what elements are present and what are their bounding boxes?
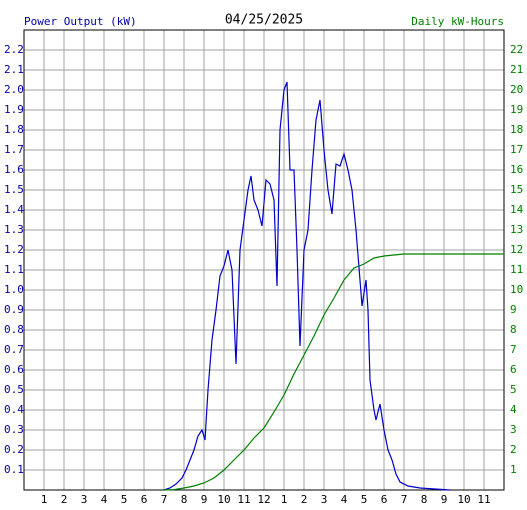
x-tick-label: 6: [381, 493, 388, 506]
series-line: [163, 253, 504, 491]
y-tick-label: 1.1: [4, 263, 24, 276]
x-tick-label: 3: [321, 493, 328, 506]
x-tick-label: 3: [81, 493, 88, 506]
y2-tick-label: 2: [510, 443, 517, 456]
y2-tick-label: 20: [510, 83, 523, 96]
y2-tick-label: 5: [510, 383, 517, 396]
y2-tick-label: 9: [510, 303, 517, 316]
y2-tick-label: 10: [510, 283, 523, 296]
y2-tick-label: 18: [510, 123, 523, 136]
y-tick-label: 1.2: [4, 243, 24, 256]
y2-tick-label: 4: [510, 403, 517, 416]
y2-tick-label: 11: [510, 263, 523, 276]
y2-tick-label: 22: [510, 43, 523, 56]
y-tick-label: 1.0: [4, 283, 24, 296]
y-tick-label: 1.3: [4, 223, 24, 236]
x-tick-label: 10: [217, 493, 230, 506]
x-tick-label: 1: [281, 493, 288, 506]
x-tick-label: 11: [477, 493, 490, 506]
x-tick-label: 2: [301, 493, 308, 506]
x-tick-label: 7: [161, 493, 168, 506]
y2-tick-label: 3: [510, 423, 517, 436]
x-tick-label: 7: [401, 493, 408, 506]
plot-frame: [23, 29, 505, 491]
y-tick-label: 2.1: [4, 63, 24, 76]
series-line: [163, 81, 451, 491]
x-tick-label: 6: [141, 493, 148, 506]
y-tick-label: 0.8: [4, 323, 24, 336]
y2-tick-label: 17: [510, 143, 523, 156]
y-axis-label: Power Output (kW): [24, 15, 137, 28]
y-tick-label: 1.7: [4, 143, 24, 156]
x-tick-label: 5: [361, 493, 368, 506]
y2-tick-label: 8: [510, 323, 517, 336]
y-tick-label: 2.2: [4, 43, 24, 56]
y2-tick-label: 13: [510, 223, 523, 236]
y-tick-label: 0.1: [4, 463, 24, 476]
y-tick-label: 1.8: [4, 123, 24, 136]
y-tick-label: 1.5: [4, 183, 24, 196]
y-tick-label: 0.3: [4, 423, 24, 436]
y2-tick-label: 19: [510, 103, 523, 116]
x-tick-label: 9: [201, 493, 208, 506]
y-tick-label: 0.9: [4, 303, 24, 316]
y2-tick-label: 15: [510, 183, 523, 196]
y2-tick-label: 12: [510, 243, 523, 256]
y-tick-label: 1.6: [4, 163, 24, 176]
y-tick-label: 1.9: [4, 103, 24, 116]
y-tick-label: 0.7: [4, 343, 24, 356]
chart-title: 04/25/2025: [225, 13, 303, 28]
y2-tick-label: 7: [510, 343, 517, 356]
x-tick-label: 8: [421, 493, 428, 506]
y-tick-label: 0.4: [4, 403, 24, 416]
x-tick-label: 8: [181, 493, 188, 506]
x-tick-label: 10: [457, 493, 470, 506]
y-tick-label: 1.4: [4, 203, 24, 216]
y2-axis-label: Daily kW-Hours: [411, 15, 504, 28]
y2-tick-label: 16: [510, 163, 523, 176]
x-tick-label: 4: [101, 493, 108, 506]
x-tick-label: 5: [121, 493, 128, 506]
x-tick-label: 9: [441, 493, 448, 506]
y2-tick-label: 6: [510, 363, 517, 376]
y-tick-label: 0.6: [4, 363, 24, 376]
y2-tick-label: 14: [510, 203, 524, 216]
y2-tick-label: 1: [510, 463, 517, 476]
y2-tick-label: 21: [510, 63, 523, 76]
y-tick-label: 2.0: [4, 83, 24, 96]
y-tick-label: 0.5: [4, 383, 24, 396]
x-tick-label: 4: [341, 493, 348, 506]
x-tick-label: 1: [41, 493, 48, 506]
x-tick-label: 2: [61, 493, 68, 506]
x-tick-label: 12: [257, 493, 270, 506]
y-tick-label: 0.2: [4, 443, 24, 456]
x-tick-label: 11: [237, 493, 250, 506]
